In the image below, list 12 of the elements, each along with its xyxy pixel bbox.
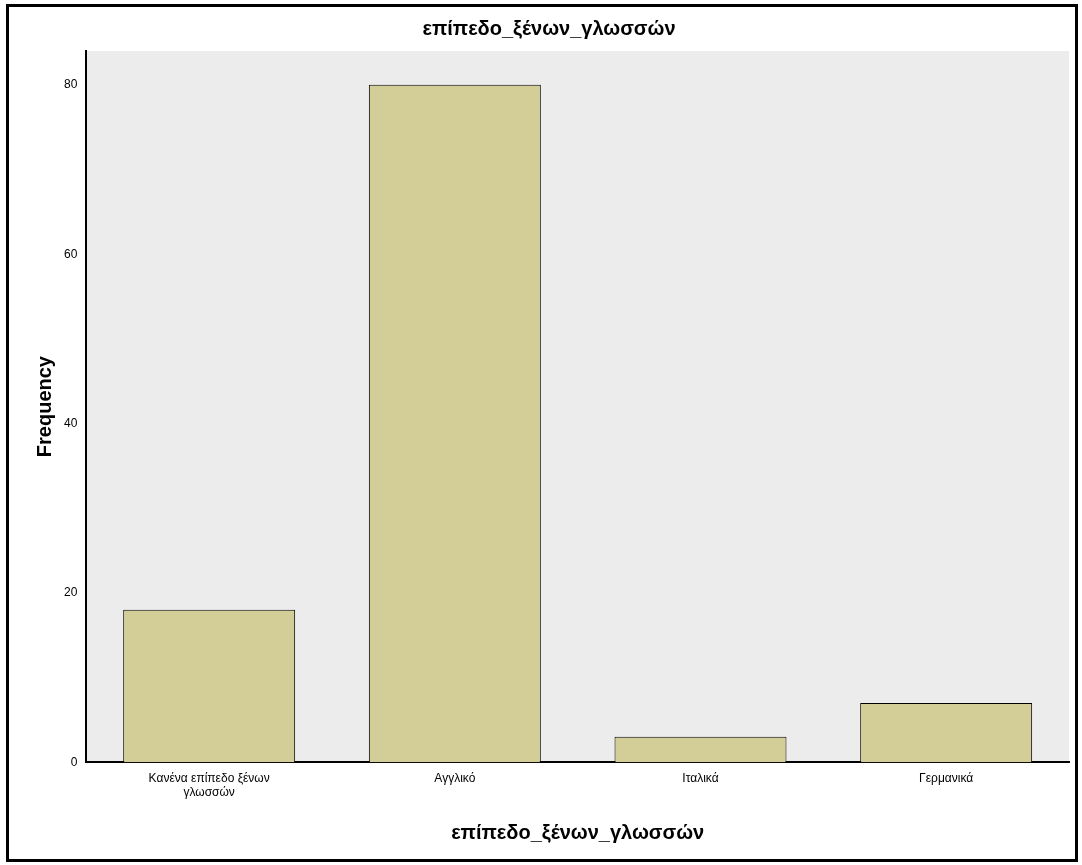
y-tick-label: 80	[63, 77, 78, 92]
y-tick-label: 40	[63, 415, 78, 430]
x-tick-label: Γερμανικά	[919, 770, 974, 785]
x-axis-title: επίπεδο_ξένων_γλωσσών	[451, 820, 705, 843]
y-tick-label: 20	[63, 585, 78, 600]
x-tick-label: Κανένα επίπεδο ξένων γλωσσών	[148, 770, 270, 800]
chart-title: επίπεδο_ξένων_γλωσσών	[422, 16, 676, 39]
y-tick-label: 60	[63, 246, 78, 261]
y-axis-title: Frequency	[32, 355, 55, 458]
y-tick-label: 0	[70, 754, 78, 769]
x-tick-label: Ιταλικά	[682, 770, 719, 785]
x-tick-label: Αγγλικό	[434, 770, 476, 785]
